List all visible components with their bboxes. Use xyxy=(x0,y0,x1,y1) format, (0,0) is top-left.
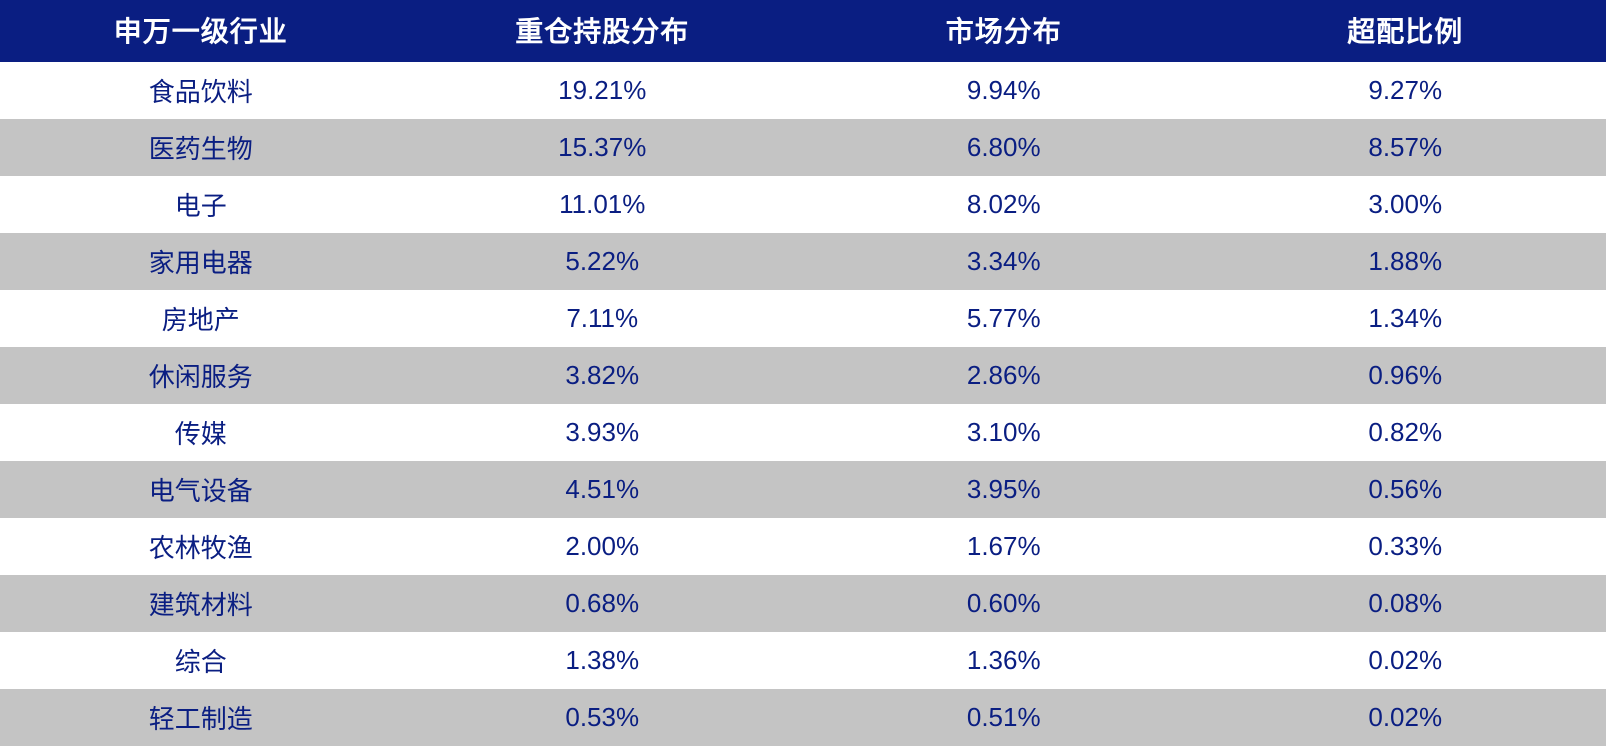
header-overweight: 超配比例 xyxy=(1205,0,1606,62)
cell-overweight: 0.82% xyxy=(1205,404,1606,461)
cell-heavy: 19.21% xyxy=(402,62,804,119)
cell-overweight: 3.00% xyxy=(1205,176,1606,233)
cell-market: 6.80% xyxy=(803,119,1205,176)
cell-industry: 传媒 xyxy=(0,404,402,461)
cell-industry: 轻工制造 xyxy=(0,689,402,746)
cell-overweight: 0.56% xyxy=(1205,461,1606,518)
table-row: 传媒3.93%3.10%0.82% xyxy=(0,404,1606,461)
cell-heavy: 7.11% xyxy=(402,290,804,347)
cell-market: 3.95% xyxy=(803,461,1205,518)
cell-heavy: 0.53% xyxy=(402,689,804,746)
cell-overweight: 1.88% xyxy=(1205,233,1606,290)
industry-allocation-table: 申万一级行业 重仓持股分布 市场分布 超配比例 食品饮料19.21%9.94%9… xyxy=(0,0,1606,746)
table-row: 食品饮料19.21%9.94%9.27% xyxy=(0,62,1606,119)
cell-market: 8.02% xyxy=(803,176,1205,233)
table-row: 农林牧渔2.00%1.67%0.33% xyxy=(0,518,1606,575)
table-row: 休闲服务3.82%2.86%0.96% xyxy=(0,347,1606,404)
cell-heavy: 3.82% xyxy=(402,347,804,404)
cell-market: 5.77% xyxy=(803,290,1205,347)
cell-industry: 电子 xyxy=(0,176,402,233)
cell-heavy: 11.01% xyxy=(402,176,804,233)
cell-market: 2.86% xyxy=(803,347,1205,404)
cell-market: 1.36% xyxy=(803,632,1205,689)
header-industry: 申万一级行业 xyxy=(0,0,402,62)
cell-industry: 房地产 xyxy=(0,290,402,347)
cell-industry: 电气设备 xyxy=(0,461,402,518)
cell-overweight: 0.02% xyxy=(1205,689,1606,746)
cell-industry: 医药生物 xyxy=(0,119,402,176)
cell-overweight: 0.33% xyxy=(1205,518,1606,575)
table-row: 建筑材料0.68%0.60%0.08% xyxy=(0,575,1606,632)
cell-heavy: 2.00% xyxy=(402,518,804,575)
cell-heavy: 0.68% xyxy=(402,575,804,632)
cell-industry: 农林牧渔 xyxy=(0,518,402,575)
cell-market: 0.60% xyxy=(803,575,1205,632)
cell-industry: 家用电器 xyxy=(0,233,402,290)
cell-industry: 建筑材料 xyxy=(0,575,402,632)
table-body: 食品饮料19.21%9.94%9.27%医药生物15.37%6.80%8.57%… xyxy=(0,62,1606,746)
table-row: 电气设备4.51%3.95%0.56% xyxy=(0,461,1606,518)
table-row: 综合1.38%1.36%0.02% xyxy=(0,632,1606,689)
cell-market: 9.94% xyxy=(803,62,1205,119)
cell-heavy: 4.51% xyxy=(402,461,804,518)
cell-market: 1.67% xyxy=(803,518,1205,575)
table-head: 申万一级行业 重仓持股分布 市场分布 超配比例 xyxy=(0,0,1606,62)
header-heavy: 重仓持股分布 xyxy=(402,0,804,62)
cell-overweight: 9.27% xyxy=(1205,62,1606,119)
cell-market: 0.51% xyxy=(803,689,1205,746)
cell-heavy: 3.93% xyxy=(402,404,804,461)
cell-market: 3.34% xyxy=(803,233,1205,290)
table-row: 家用电器5.22%3.34%1.88% xyxy=(0,233,1606,290)
cell-overweight: 0.96% xyxy=(1205,347,1606,404)
cell-heavy: 5.22% xyxy=(402,233,804,290)
cell-industry: 综合 xyxy=(0,632,402,689)
header-market: 市场分布 xyxy=(803,0,1205,62)
table-row: 医药生物15.37%6.80%8.57% xyxy=(0,119,1606,176)
cell-market: 3.10% xyxy=(803,404,1205,461)
table-row: 电子11.01%8.02%3.00% xyxy=(0,176,1606,233)
cell-heavy: 15.37% xyxy=(402,119,804,176)
cell-heavy: 1.38% xyxy=(402,632,804,689)
cell-overweight: 1.34% xyxy=(1205,290,1606,347)
industry-allocation-table-wrap: 申万一级行业 重仓持股分布 市场分布 超配比例 食品饮料19.21%9.94%9… xyxy=(0,0,1606,746)
table-row: 房地产7.11%5.77%1.34% xyxy=(0,290,1606,347)
cell-industry: 休闲服务 xyxy=(0,347,402,404)
cell-industry: 食品饮料 xyxy=(0,62,402,119)
cell-overweight: 0.08% xyxy=(1205,575,1606,632)
cell-overweight: 0.02% xyxy=(1205,632,1606,689)
header-row: 申万一级行业 重仓持股分布 市场分布 超配比例 xyxy=(0,0,1606,62)
table-row: 轻工制造0.53%0.51%0.02% xyxy=(0,689,1606,746)
cell-overweight: 8.57% xyxy=(1205,119,1606,176)
